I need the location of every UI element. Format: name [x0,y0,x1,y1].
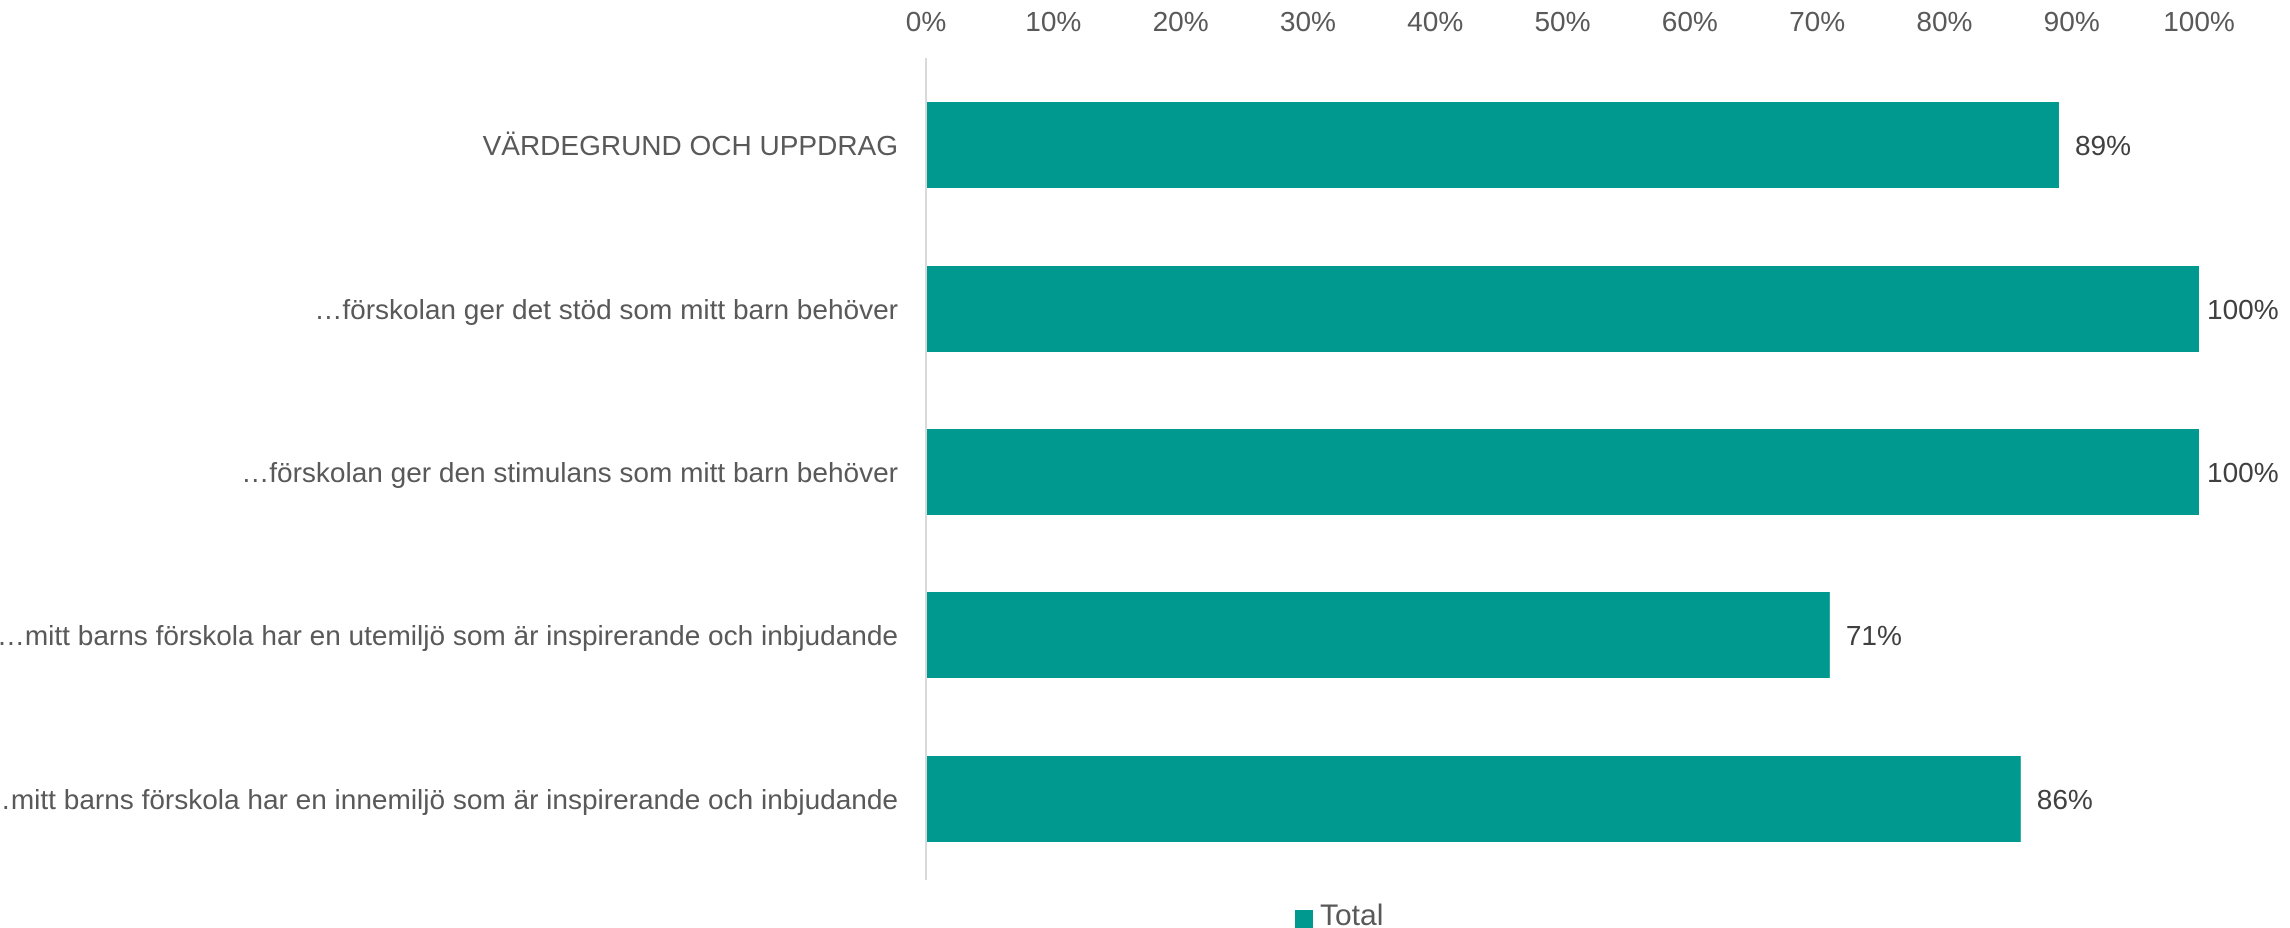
bars [927,102,2199,842]
x-tick-label: 100% [2163,6,2235,37]
x-tick-label: 50% [1534,6,1590,37]
category-label: …förskolan ger den stimulans som mitt ba… [241,457,898,488]
x-tick-label: 10% [1025,6,1081,37]
x-tick-label: 30% [1280,6,1336,37]
x-tick-label: 70% [1789,6,1845,37]
category-label: …mitt barns förskola har en innemiljö so… [0,784,898,815]
bar [927,592,1830,678]
x-tick-label: 40% [1407,6,1463,37]
x-axis-ticks: 0% 10% 20% 30% 40% 50% 60% 70% 80% 90% 100% [906,6,2235,37]
legend-label-total: Total [1320,899,1383,928]
category-labels: VÄRDEGRUND OCH UPPDRAG …förskolan ger det… [0,130,898,815]
x-tick-label: 80% [1916,6,1972,37]
category-label: VÄRDEGRUND OCH UPPDRAG [483,130,898,161]
data-labels: 89% 100% 100% 71% 86% [1846,130,2279,815]
x-tick-label: 60% [1662,6,1718,37]
data-label: 100% [2207,294,2279,325]
category-label: …mitt barns förskola har en utemiljö som… [0,620,898,651]
bar [927,102,2059,188]
bar [927,266,2199,352]
bar [927,756,2021,842]
x-tick-label: 20% [1153,6,1209,37]
x-tick-label: 90% [2044,6,2100,37]
x-tick-label: 0% [906,6,946,37]
category-label: …förskolan ger det stöd som mitt barn be… [314,294,898,325]
data-label: 86% [2037,784,2093,815]
data-label: 89% [2075,130,2131,161]
legend-swatch-total [1295,910,1313,928]
bar [927,429,2199,515]
data-label: 71% [1846,620,1902,651]
legend: Total [1295,899,1383,928]
data-label: 100% [2207,457,2279,488]
